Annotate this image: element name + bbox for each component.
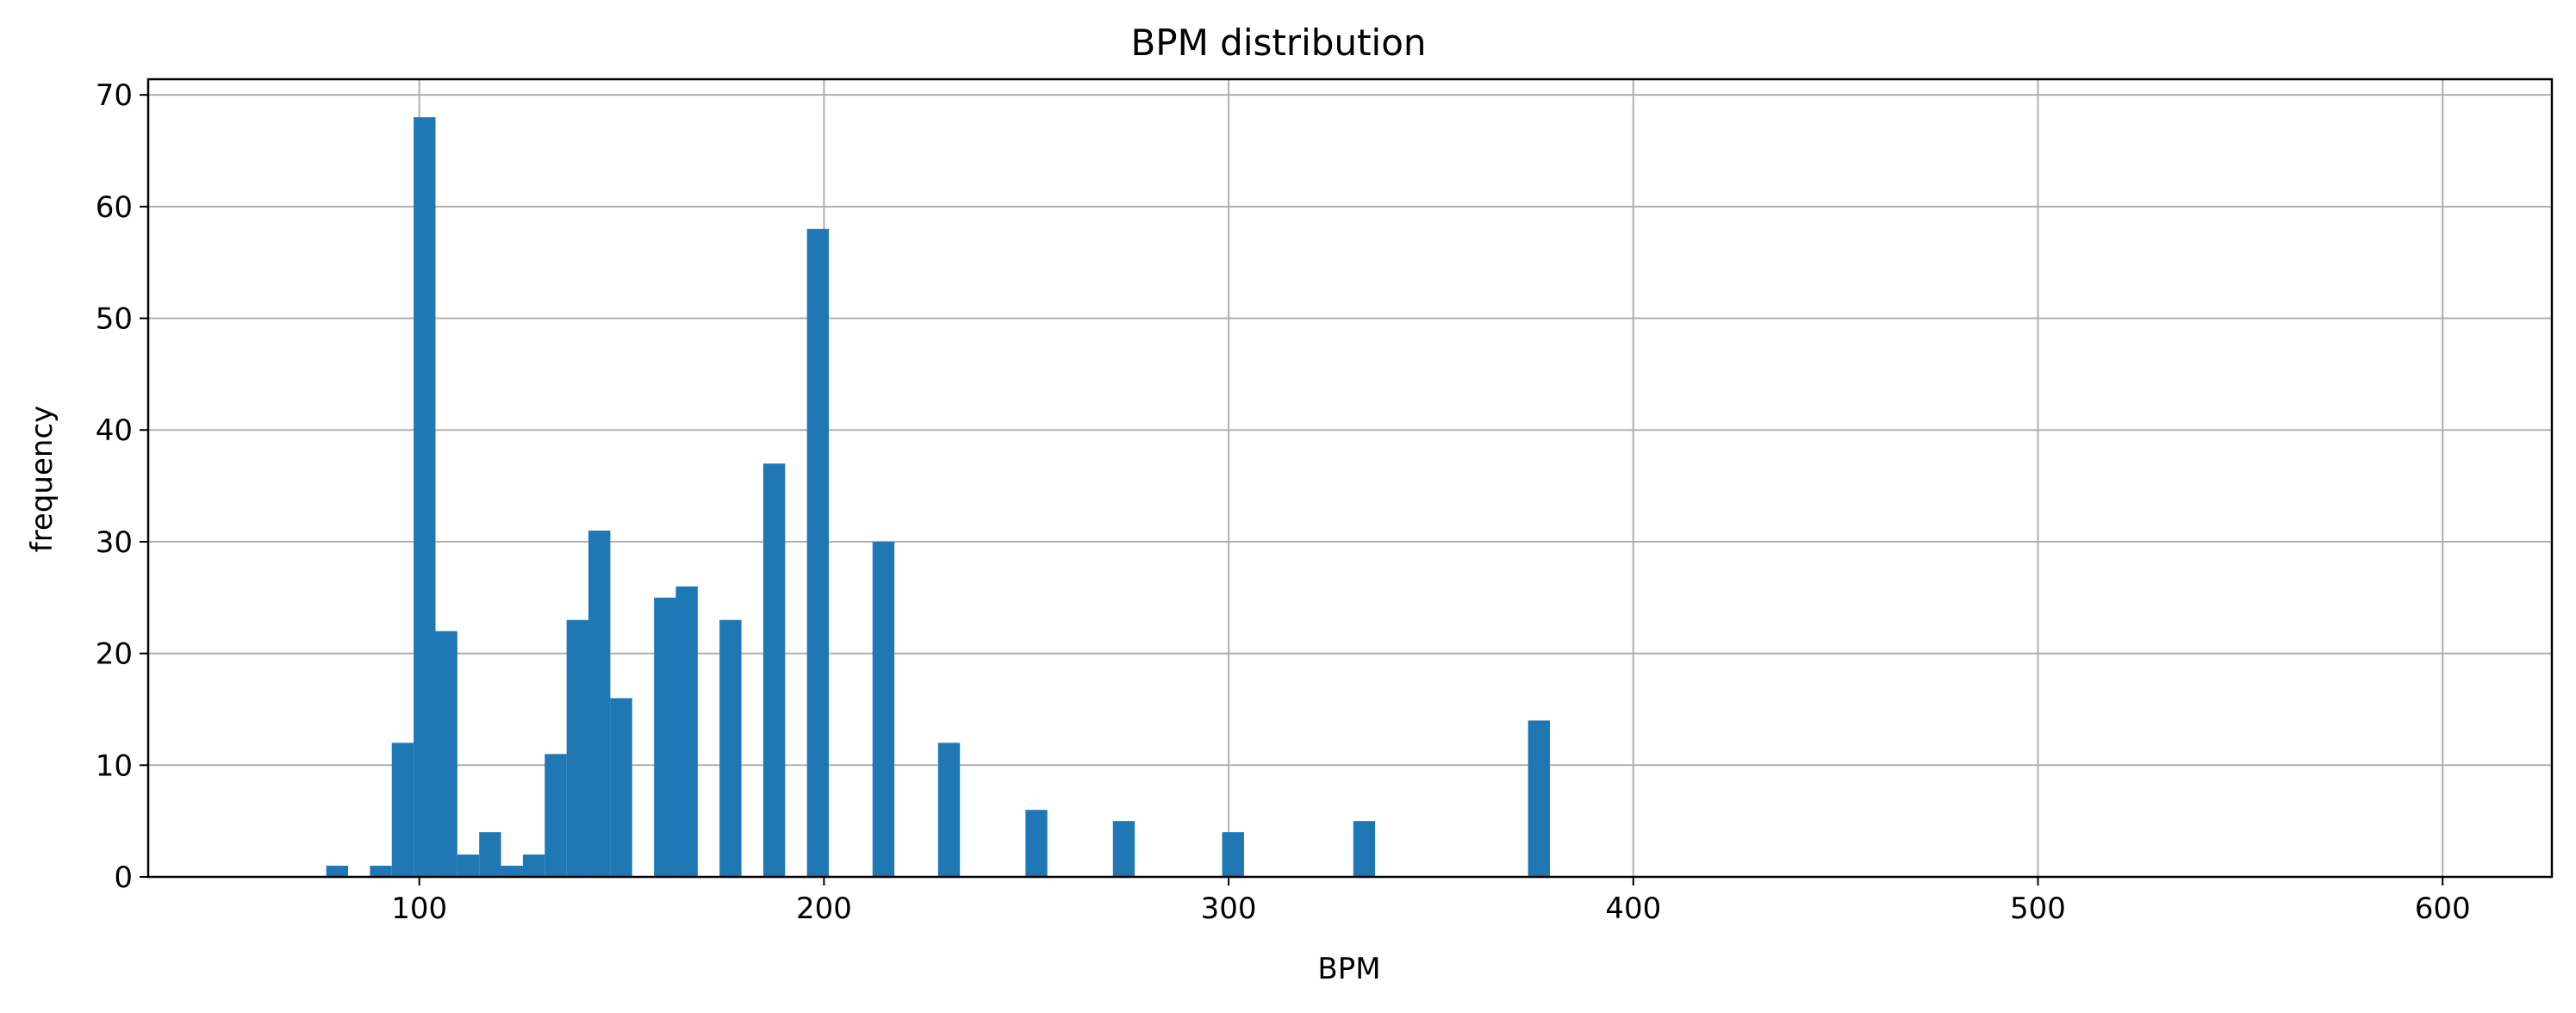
y-tick-label: 50 xyxy=(96,302,133,337)
histogram-bar xyxy=(479,832,501,877)
histogram-bar xyxy=(1528,720,1551,877)
histogram-bar xyxy=(522,855,545,877)
histogram-bar xyxy=(1353,821,1376,877)
histogram-bar xyxy=(806,228,830,877)
y-tick-label: 0 xyxy=(114,861,133,895)
y-tick-label: 70 xyxy=(96,78,133,113)
y-axis-label: frequency xyxy=(25,406,59,553)
x-tick-label: 200 xyxy=(796,892,852,926)
x-tick-label: 100 xyxy=(391,892,447,926)
histogram-bar xyxy=(610,698,632,877)
histogram-bar xyxy=(544,754,567,877)
histogram-bar xyxy=(566,619,589,877)
x-axis-label: BPM xyxy=(1317,952,1380,986)
y-tick-label: 20 xyxy=(96,637,133,672)
x-tick-label: 500 xyxy=(2010,892,2066,926)
histogram-bar xyxy=(1222,832,1244,877)
histogram-bar xyxy=(414,117,436,878)
histogram-bar xyxy=(326,866,349,877)
histogram-bar xyxy=(588,530,611,877)
histogram-bar xyxy=(937,743,961,877)
y-tick-label: 60 xyxy=(96,190,133,225)
histogram-bar xyxy=(457,855,480,877)
histogram-bar xyxy=(1112,821,1136,877)
y-tick-label: 10 xyxy=(96,749,133,783)
tick-layer: 100 200 300 400 500 600 0 10 20 30 40 50 60 70 xyxy=(96,78,2471,926)
bar-layer xyxy=(326,117,1551,878)
histogram-bar xyxy=(391,743,414,877)
histogram-bar xyxy=(675,586,698,877)
histogram-bar xyxy=(654,597,676,877)
histogram-bar xyxy=(501,866,523,877)
histogram-bar xyxy=(435,631,457,877)
histogram-bar xyxy=(719,619,742,877)
chart-title: BPM distribution xyxy=(1130,22,1426,64)
y-tick-label: 30 xyxy=(96,525,133,560)
histogram-bar xyxy=(872,541,895,877)
histogram-bar xyxy=(1025,810,1048,877)
y-tick-label: 40 xyxy=(96,413,133,448)
histogram-bar xyxy=(370,866,392,877)
histogram-bar xyxy=(762,463,786,877)
x-tick-label: 400 xyxy=(1605,892,1661,926)
x-tick-label: 600 xyxy=(2415,892,2471,926)
x-tick-label: 300 xyxy=(1201,892,1257,926)
grid-layer xyxy=(148,79,2552,878)
plot-frame xyxy=(146,78,2554,879)
